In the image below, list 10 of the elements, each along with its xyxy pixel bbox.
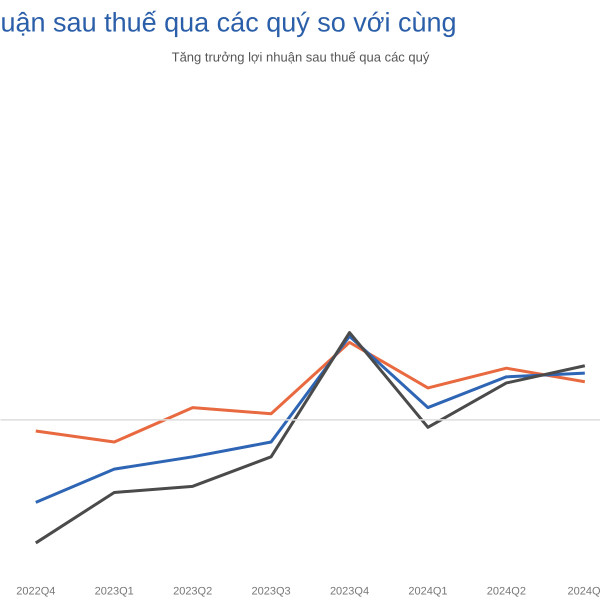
x-tick-label: 2024Q1	[408, 586, 448, 598]
x-tick-label: 2023Q3	[252, 586, 291, 598]
x-tick-label: 2023Q4	[330, 586, 370, 598]
x-tick-label: 2023Q2	[173, 586, 212, 598]
x-tick-label: 2024Q	[567, 586, 600, 598]
chart-title: uận sau thuế qua các quý so với cùng	[0, 8, 457, 38]
x-tick-label: 2024Q2	[486, 586, 526, 598]
x-tick-label: 2023Q1	[94, 586, 134, 598]
chart-subtitle: Tăng trưởng lợi nhuận sau thuế qua các quý	[172, 50, 430, 64]
x-tick-label: 2022Q4	[16, 586, 56, 598]
